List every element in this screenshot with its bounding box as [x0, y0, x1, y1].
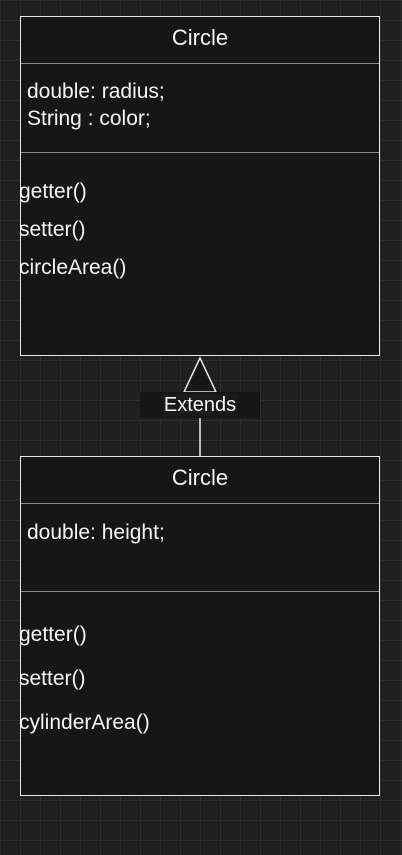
relationship-label: Extends: [140, 392, 260, 418]
attribute-radius: double: radius;: [27, 80, 165, 103]
method-setter: setter(): [19, 218, 86, 241]
method-getter: getter(): [19, 180, 87, 203]
uml-class-parent[interactable]: Circle double: radius; String : color; g…: [19, 16, 380, 356]
attributes-section: double: radius; String : color;: [21, 64, 379, 153]
method-cylinder-area: cylinderArea(): [19, 711, 150, 734]
methods-section: getter() setter() circleArea(): [19, 153, 379, 293]
class-name: Circle: [21, 457, 379, 504]
relationship-label-text: Extends: [161, 394, 239, 416]
attribute-color: String : color;: [27, 107, 151, 130]
class-name: Circle: [21, 17, 379, 64]
attributes-section: double: height;: [21, 504, 379, 592]
method-getter: getter(): [19, 623, 87, 646]
inheritance-arrowhead-icon: [182, 356, 218, 393]
uml-class-child[interactable]: Circle double: height; getter() setter()…: [19, 456, 380, 796]
attribute-height: double: height;: [27, 521, 165, 544]
method-setter: setter(): [19, 667, 86, 690]
methods-section: getter() setter() cylinderArea(): [19, 592, 379, 754]
method-circle-area: circleArea(): [19, 256, 127, 279]
